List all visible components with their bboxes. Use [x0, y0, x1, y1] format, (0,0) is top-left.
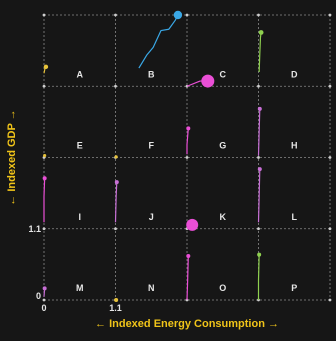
series-line-J	[114, 182, 118, 223]
series-dot-C	[201, 74, 215, 88]
cell-label-M: M	[76, 283, 84, 293]
grid-junction-dot	[257, 84, 260, 88]
grid-junction-dot	[42, 84, 46, 88]
grid-junction-dot	[42, 13, 46, 17]
grid-junction-dot	[328, 84, 332, 88]
series-line-P	[257, 254, 260, 300]
series-dot-I	[42, 176, 47, 181]
grid-junction-dot	[114, 227, 117, 231]
cell-label-O: O	[219, 283, 226, 293]
series-dot-P	[257, 252, 262, 257]
x-tick-label: 0	[41, 303, 46, 313]
series-line-B	[138, 14, 179, 69]
grid-junction-dot	[257, 13, 260, 17]
cell-labels: A B C D E F G H I J K L M N O P	[76, 69, 298, 293]
grid-junction-dot	[42, 227, 46, 231]
series-line-I	[43, 178, 46, 223]
cell-label-B: B	[148, 69, 155, 79]
cell-label-I: I	[78, 212, 81, 222]
series-line-H	[257, 108, 261, 156]
series-dot-N	[114, 298, 119, 302]
series-dot-B	[173, 10, 183, 20]
cell-label-P: P	[291, 283, 297, 293]
cell-label-L: L	[292, 212, 298, 222]
grid-junction-dot	[328, 227, 332, 231]
series-dot-F	[114, 155, 118, 159]
series-line-L	[257, 169, 261, 223]
series-line-O	[186, 255, 189, 301]
y-tick-label: 1.1	[28, 224, 41, 234]
series-layer	[42, 10, 264, 302]
grid-junction-dot	[257, 156, 260, 159]
cell-label-D: D	[291, 69, 298, 79]
series-dot-D	[258, 30, 264, 35]
series-dot-L	[257, 167, 262, 172]
grid	[42, 13, 332, 302]
series-dot-O	[186, 253, 191, 258]
series-line-D	[258, 32, 262, 73]
series-dot-J	[114, 180, 119, 185]
y-tick-label: 0	[36, 291, 41, 301]
grid-junction-dot	[185, 156, 189, 159]
series-dot-H	[257, 106, 262, 111]
grid-junction-dot	[114, 84, 117, 88]
series-dot-M	[42, 286, 47, 291]
series-dot-E	[43, 153, 47, 158]
grid-junction-dot	[114, 13, 117, 17]
grid-junction-dot	[328, 156, 332, 159]
cell-label-K: K	[220, 212, 227, 222]
series-line-G	[186, 128, 189, 155]
grid-junction-dot	[328, 298, 332, 302]
cell-label-E: E	[77, 141, 83, 151]
x-axis-title: ← Indexed Energy Consumption →	[95, 318, 279, 330]
y-axis-title: ← Indexed GDP →	[6, 109, 18, 205]
cell-label-H: H	[291, 141, 298, 151]
series-dot-A	[43, 64, 49, 70]
cell-label-G: G	[219, 141, 226, 151]
series-dot-K	[186, 218, 199, 231]
cell-label-J: J	[149, 212, 154, 222]
axis-ticks: 0 1.1 0 1.1	[28, 224, 121, 313]
grid-junction-dot	[328, 13, 332, 17]
grid-junction-dot	[42, 298, 46, 302]
grid-junction-dot	[257, 227, 260, 231]
cell-label-F: F	[149, 141, 155, 151]
cell-label-C: C	[220, 69, 227, 79]
series-dot-G	[186, 126, 191, 131]
cell-label-A: A	[77, 69, 84, 79]
cell-label-N: N	[148, 283, 155, 293]
x-tick-label: 1.1	[109, 303, 122, 313]
grid-junction-dot	[185, 13, 189, 17]
